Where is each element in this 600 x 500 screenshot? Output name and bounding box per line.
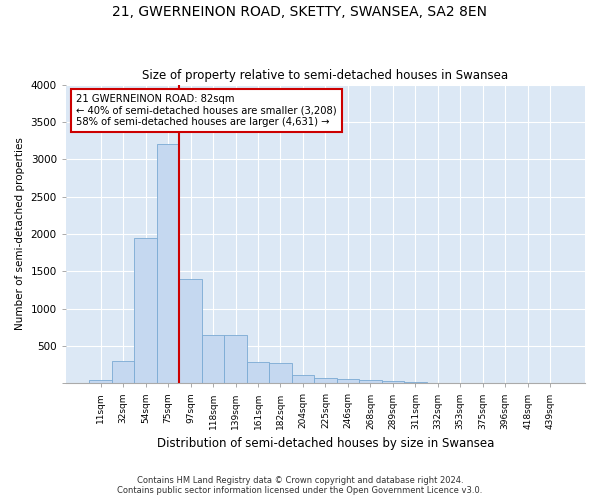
Bar xyxy=(337,379,359,384)
Bar xyxy=(134,238,157,384)
Bar xyxy=(404,382,427,384)
Bar xyxy=(202,334,224,384)
Title: Size of property relative to semi-detached houses in Swansea: Size of property relative to semi-detach… xyxy=(142,69,508,82)
Bar xyxy=(89,380,112,384)
Bar xyxy=(157,144,179,384)
Bar xyxy=(382,380,404,384)
Bar xyxy=(247,362,269,384)
Bar xyxy=(224,334,247,384)
Bar xyxy=(292,376,314,384)
Bar xyxy=(427,382,449,384)
Bar xyxy=(269,363,292,384)
Text: 21, GWERNEINON ROAD, SKETTY, SWANSEA, SA2 8EN: 21, GWERNEINON ROAD, SKETTY, SWANSEA, SA… xyxy=(113,5,487,19)
Y-axis label: Number of semi-detached properties: Number of semi-detached properties xyxy=(15,138,25,330)
Bar xyxy=(112,361,134,384)
Bar xyxy=(359,380,382,384)
Text: 21 GWERNEINON ROAD: 82sqm
← 40% of semi-detached houses are smaller (3,208)
58% : 21 GWERNEINON ROAD: 82sqm ← 40% of semi-… xyxy=(76,94,337,126)
Bar xyxy=(314,378,337,384)
Bar xyxy=(179,278,202,384)
Text: Contains HM Land Registry data © Crown copyright and database right 2024.
Contai: Contains HM Land Registry data © Crown c… xyxy=(118,476,482,495)
X-axis label: Distribution of semi-detached houses by size in Swansea: Distribution of semi-detached houses by … xyxy=(157,437,494,450)
